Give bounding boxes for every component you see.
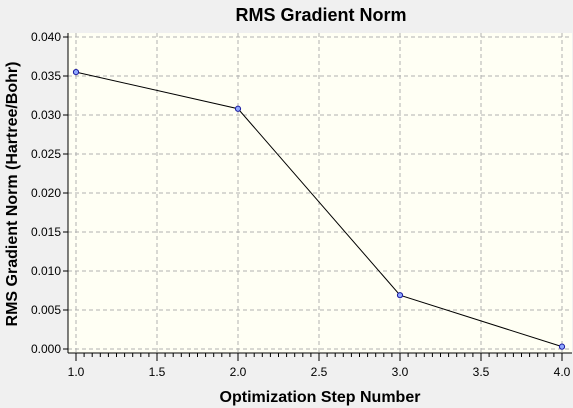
x-tick-label: 3.5	[473, 365, 490, 379]
data-point	[234, 105, 242, 112]
x-axis-title: Optimization Step Number	[220, 389, 421, 406]
y-tick-label: 0.020	[31, 186, 61, 200]
y-tick-label: 0.015	[31, 225, 61, 239]
y-tick-label: 0.010	[31, 264, 61, 278]
x-tick-label: 1.0	[68, 365, 85, 379]
y-tick-label: 0.040	[31, 30, 61, 44]
y-tick-label: 0.000	[31, 342, 61, 356]
x-tick-label: 3.0	[392, 365, 409, 379]
x-tick-label: 1.5	[149, 365, 166, 379]
tick-labels: 0.000 0.005 0.010 0.015 0.020 0.025 0.030 0.035…	[31, 30, 571, 379]
x-tick-label: 4.0	[554, 365, 571, 379]
series-line	[75, 71, 563, 348]
grid-lines	[68, 33, 572, 353]
x-tick-label: 2.0	[230, 365, 247, 379]
series-rms-gradient	[72, 69, 566, 350]
y-tick-label: 0.005	[31, 303, 61, 317]
y-axis-title: RMS Gradient Norm (Hartree/Bohr)	[4, 62, 21, 327]
chart-title: RMS Gradient Norm	[235, 5, 406, 25]
data-point	[72, 69, 80, 76]
data-point	[396, 292, 404, 299]
y-tick-label: 0.030	[31, 108, 61, 122]
data-point	[558, 343, 566, 350]
axes	[63, 33, 572, 361]
x-tick-label: 2.5	[311, 365, 328, 379]
y-tick-label: 0.025	[31, 147, 61, 161]
y-tick-label: 0.035	[31, 69, 61, 83]
